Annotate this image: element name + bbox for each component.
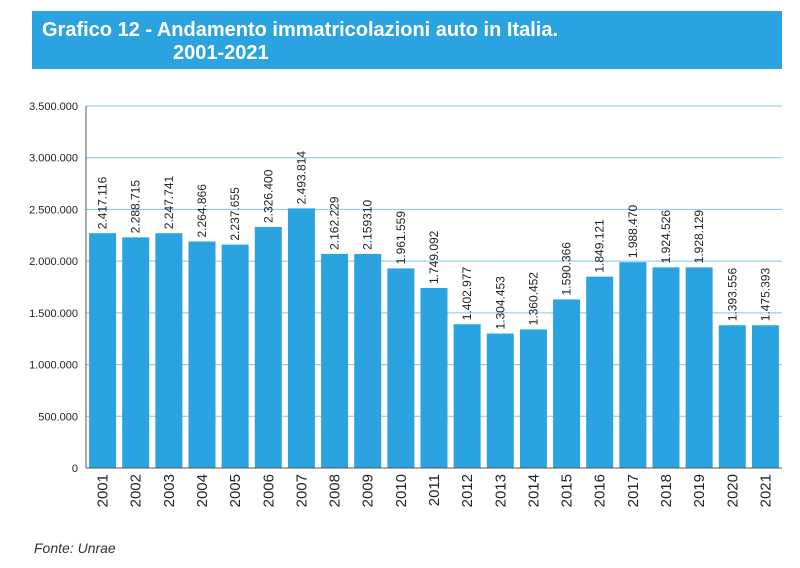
y-tick-label: 3.500.000 [29, 101, 78, 113]
bar-2014 [519, 329, 547, 468]
bar-value-label: 2.162.229 [328, 196, 342, 250]
bar-value-label: 2.288.715 [129, 180, 143, 234]
bar-2006 [254, 227, 282, 468]
x-tick-label: 2016 [592, 474, 609, 507]
bar-value-label: 1.961.559 [394, 211, 408, 265]
bar-value-label: 2.417.116 [96, 176, 110, 229]
bar-value-label: 2.237.655 [228, 187, 242, 241]
y-tick-label: 1.500.000 [29, 308, 78, 320]
bar-2020 [718, 325, 746, 468]
bar-value-label: 1.393.556 [725, 268, 739, 322]
bar-value-label: 1.849.121 [593, 219, 607, 273]
x-tick-label: 2006 [260, 474, 277, 507]
bar-value-label: 1.360.452 [526, 272, 540, 326]
x-tick-label: 2007 [293, 474, 310, 507]
bar-2002 [122, 237, 150, 468]
bar-2012 [453, 324, 481, 468]
y-tick-label: 2.500.000 [29, 204, 78, 216]
x-tick-label: 2009 [360, 474, 377, 507]
bar-value-label: 1.928.129 [692, 210, 706, 264]
bar-2009 [354, 253, 382, 468]
bar-2010 [387, 268, 415, 468]
x-tick-label: 2014 [525, 474, 542, 507]
bar-2004 [188, 241, 216, 468]
bar-value-label: 1.402.977 [460, 267, 474, 321]
bar-value-label: 2.159310 [361, 200, 375, 250]
x-tick-label: 2012 [459, 474, 476, 507]
bar-value-label: 1.988.470 [626, 204, 640, 258]
bar-2005 [221, 244, 249, 468]
bar-2008 [321, 253, 349, 468]
y-tick-label: 0 [72, 463, 78, 475]
chart-subtitle: 2001-2021 [173, 42, 269, 64]
bar-2017 [619, 262, 647, 468]
x-tick-label: 2003 [161, 474, 178, 507]
bar-value-label: 2.326.400 [261, 169, 275, 223]
x-tick-label: 2015 [559, 474, 576, 507]
x-tick-label: 2013 [492, 474, 509, 507]
bar-2019 [685, 267, 713, 468]
x-tick-label: 2021 [757, 474, 774, 507]
x-tick-label: 2020 [724, 474, 741, 507]
bar-2007 [287, 208, 315, 468]
bar-2016 [586, 276, 614, 468]
y-tick-label: 2.000.000 [29, 256, 78, 268]
bar-value-label: 2.247.741 [162, 176, 176, 230]
x-tick-label: 2010 [393, 474, 410, 507]
y-tick-label: 3.000.000 [29, 153, 78, 165]
bar-2015 [553, 299, 581, 468]
x-tick-label: 2004 [194, 474, 211, 507]
bar-2013 [486, 333, 514, 468]
bar-value-label: 1.304.453 [493, 276, 507, 330]
x-tick-label: 2019 [691, 474, 708, 507]
x-tick-label: 2002 [128, 474, 145, 507]
bar-value-label: 1.475.393 [758, 268, 772, 322]
x-tick-label: 2018 [658, 474, 675, 507]
y-tick-label: 500.000 [38, 411, 78, 423]
bar-value-label: 1.749.092 [427, 230, 441, 284]
chart-title-banner: Grafico 12 - Andamento immatricolazioni … [32, 11, 782, 69]
x-tick-label: 2008 [327, 474, 344, 507]
x-tick-label: 2011 [426, 474, 443, 506]
bar-2001 [89, 233, 117, 468]
bar-value-label: 2.493.814 [294, 151, 308, 205]
bar-2011 [420, 288, 448, 468]
chart-title: Grafico 12 - Andamento immatricolazioni … [42, 19, 559, 41]
x-tick-label: 2005 [227, 474, 244, 507]
bar-2003 [155, 233, 183, 468]
bar-value-label: 2.264.866 [195, 184, 209, 238]
x-tick-label: 2001 [95, 474, 112, 507]
bar-2018 [652, 267, 680, 468]
x-tick-label: 2017 [625, 474, 642, 507]
y-tick-label: 1.000.000 [29, 360, 78, 372]
bar-value-label: 1.924.526 [659, 210, 673, 264]
bar-value-label: 1.590.366 [560, 242, 574, 296]
source-note: Fonte: Unrae [34, 540, 116, 556]
bar-2021 [751, 325, 779, 468]
